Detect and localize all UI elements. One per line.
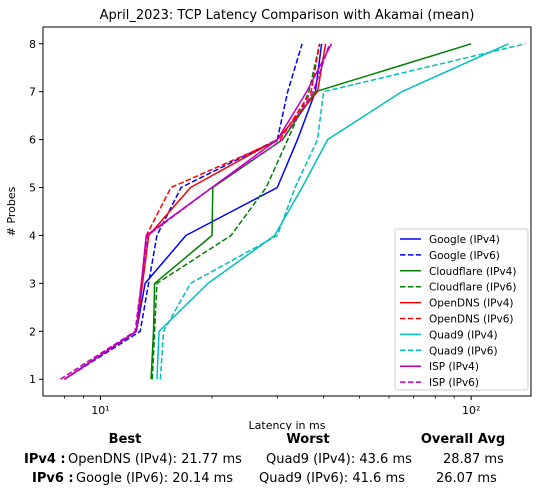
ipv4-best-value: OpenDNS (IPv4): 21.77 ms [68,452,242,467]
y-tick-label-5: 5 [29,182,36,195]
legend-label-2: Cloudflare (IPv4) [429,266,516,278]
legend-label-4: OpenDNS (IPv4) [429,298,514,310]
ipv4-row-label: IPv4 : [24,452,66,467]
chart-title: April_2023: TCP Latency Comparison with … [100,8,475,23]
y-tick-label-2: 2 [29,325,36,338]
x-axis-label: Latency in ms [249,419,326,430]
series-line-7 [159,43,526,380]
worst-header: Worst [286,432,330,447]
y-tick-label-6: 6 [29,134,36,147]
overall-avg-header: Overall Avg [420,432,506,447]
legend-label-6: Quad9 (IPv4) [429,329,498,341]
series-line-9 [59,43,331,380]
ipv6-avg-value: 26.07 ms [436,471,497,486]
best-header: Best [108,432,142,447]
x-tick-label-1: 10² [462,404,480,417]
summary-table: Best Worst Overall Avg IPv4 : OpenDNS (I… [0,430,541,496]
y-axis-label: # Probes [5,186,18,236]
y-tick-label-4: 4 [29,229,36,242]
y-tick-label-3: 3 [29,277,36,290]
latency-chart: April_2023: TCP Latency Comparison with … [5,8,532,430]
ipv6-row-label: IPv6 : [32,471,74,486]
plot-frame [42,26,532,397]
legend-label-5: OpenDNS (IPv6) [429,314,514,326]
legend-label-8: ISP (IPv4) [429,361,479,373]
y-tick-label-8: 8 [29,38,36,51]
legend-label-7: Quad9 (IPv6) [429,345,498,357]
legend-label-9: ISP (IPv6) [429,377,479,389]
y-tick-label-1: 1 [29,373,36,386]
legend-box [394,228,529,391]
series-line-5 [64,43,321,380]
series-line-1 [64,43,303,380]
ipv4-worst-value: Quad9 (IPv4): 43.6 ms [266,452,412,467]
ipv4-avg-value: 28.87 ms [443,452,504,467]
legend-label-1: Google (IPv6) [429,250,500,262]
x-tick-label-0: 10¹ [91,404,109,417]
legend-label-3: Cloudflare (IPv6) [429,282,516,294]
ipv6-best-value: Google (IPv6): 20.14 ms [76,471,234,486]
ipv6-worst-value: Quad9 (IPv6): 41.6 ms [259,471,405,486]
legend-label-0: Google (IPv4) [429,234,500,246]
y-tick-label-7: 7 [29,86,36,99]
